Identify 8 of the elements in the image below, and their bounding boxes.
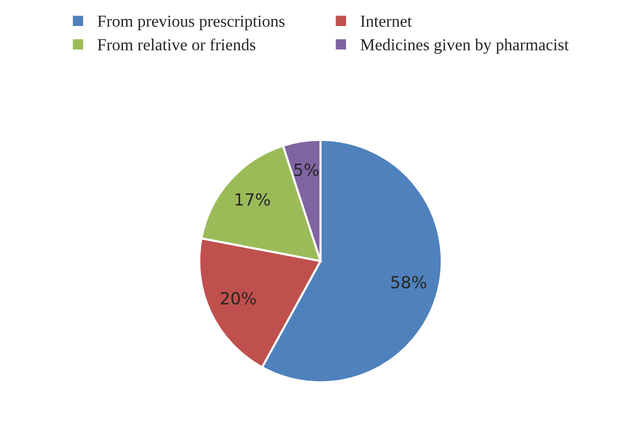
data-label: 20%	[220, 292, 256, 305]
legend-label: From relative or friends	[98, 38, 256, 50]
data-label: 17%	[236, 193, 270, 206]
data-label: 5%	[294, 163, 319, 176]
data-label: 58%	[391, 276, 426, 288]
legend-label: From previous prescriptions	[98, 16, 284, 30]
legend-label: Medicines given by pharmacist	[360, 38, 569, 54]
legend-label: Internet	[360, 16, 412, 27]
